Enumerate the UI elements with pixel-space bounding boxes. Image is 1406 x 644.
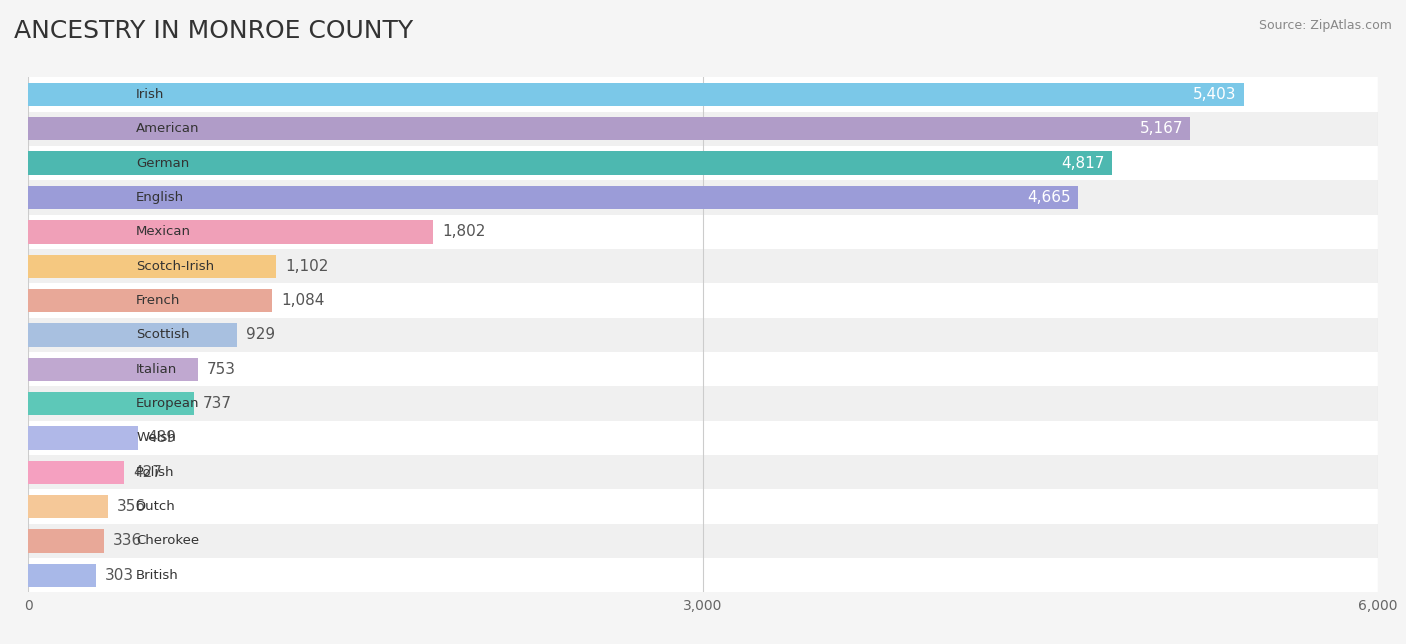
Bar bbox=[28, 426, 138, 450]
Bar bbox=[28, 186, 1077, 209]
Text: 4,817: 4,817 bbox=[1062, 156, 1105, 171]
Text: Mexican: Mexican bbox=[136, 225, 191, 238]
Text: Dutch: Dutch bbox=[136, 500, 176, 513]
Bar bbox=[28, 180, 1378, 214]
Text: French: French bbox=[136, 294, 180, 307]
Bar bbox=[28, 77, 1378, 111]
Text: 5,167: 5,167 bbox=[1140, 121, 1184, 137]
Text: 737: 737 bbox=[202, 396, 232, 411]
Text: 303: 303 bbox=[105, 568, 135, 583]
Text: Cherokee: Cherokee bbox=[136, 535, 200, 547]
Bar bbox=[28, 564, 96, 587]
Text: 5,403: 5,403 bbox=[1194, 87, 1237, 102]
Bar bbox=[28, 254, 276, 278]
Bar bbox=[28, 489, 1378, 524]
Bar bbox=[28, 146, 1378, 180]
Text: English: English bbox=[136, 191, 184, 204]
Text: 753: 753 bbox=[207, 362, 236, 377]
Text: 1,802: 1,802 bbox=[443, 224, 486, 240]
Text: Welsh: Welsh bbox=[136, 431, 176, 444]
Bar bbox=[28, 317, 1378, 352]
Text: 929: 929 bbox=[246, 327, 276, 343]
Text: Scottish: Scottish bbox=[136, 328, 190, 341]
Bar bbox=[28, 421, 1378, 455]
Text: 489: 489 bbox=[148, 430, 176, 446]
Bar bbox=[28, 151, 1112, 175]
Text: Source: ZipAtlas.com: Source: ZipAtlas.com bbox=[1258, 19, 1392, 32]
Text: ANCESTRY IN MONROE COUNTY: ANCESTRY IN MONROE COUNTY bbox=[14, 19, 413, 43]
Bar bbox=[28, 495, 108, 518]
Bar bbox=[28, 323, 238, 346]
Text: Scotch-Irish: Scotch-Irish bbox=[136, 260, 214, 272]
Bar bbox=[28, 111, 1378, 146]
Text: 4,665: 4,665 bbox=[1028, 190, 1071, 205]
Bar bbox=[28, 524, 1378, 558]
Text: European: European bbox=[136, 397, 200, 410]
Bar bbox=[28, 558, 1378, 592]
Text: British: British bbox=[136, 569, 179, 582]
Text: 336: 336 bbox=[112, 533, 142, 549]
Text: American: American bbox=[136, 122, 200, 135]
Bar bbox=[28, 357, 197, 381]
Bar bbox=[28, 392, 194, 415]
Bar bbox=[28, 529, 104, 553]
Text: 1,102: 1,102 bbox=[285, 259, 329, 274]
Text: Irish: Irish bbox=[136, 88, 165, 101]
Text: Polish: Polish bbox=[136, 466, 174, 478]
Bar bbox=[28, 220, 433, 243]
Bar bbox=[28, 283, 1378, 317]
Bar bbox=[28, 83, 1243, 106]
Bar bbox=[28, 455, 1378, 489]
Text: 427: 427 bbox=[134, 465, 162, 480]
Bar bbox=[28, 352, 1378, 386]
Bar bbox=[28, 289, 271, 312]
Text: Italian: Italian bbox=[136, 363, 177, 375]
Bar bbox=[28, 117, 1191, 140]
Text: 1,084: 1,084 bbox=[281, 293, 325, 308]
Bar bbox=[28, 214, 1378, 249]
Text: German: German bbox=[136, 156, 190, 169]
Bar bbox=[28, 386, 1378, 421]
Bar bbox=[28, 460, 124, 484]
Text: 356: 356 bbox=[117, 499, 146, 514]
Bar bbox=[28, 249, 1378, 283]
